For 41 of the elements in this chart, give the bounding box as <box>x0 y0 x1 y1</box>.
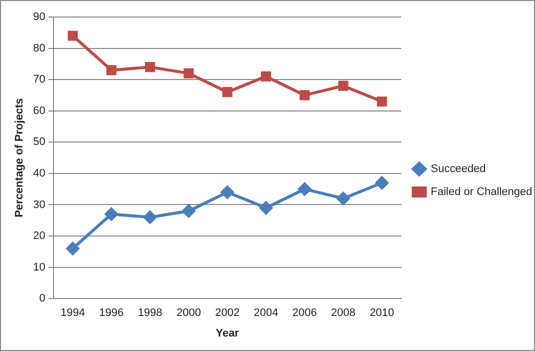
point <box>298 182 312 196</box>
x-tick-label: 1996 <box>99 307 124 320</box>
legend-label: Succeeded <box>430 163 486 176</box>
x-tick-label: 2006 <box>292 307 317 320</box>
point <box>300 90 310 100</box>
y-tick-label: 40 <box>33 167 46 180</box>
y-tick-label: 50 <box>33 136 46 148</box>
point <box>338 80 348 91</box>
x-tick-label: 1998 <box>138 307 162 320</box>
y-tick-label: 60 <box>33 104 46 117</box>
point <box>106 65 116 76</box>
x-tick-label: 1994 <box>60 307 85 320</box>
y-tick-label: 0 <box>39 292 46 305</box>
point <box>220 186 234 199</box>
x-tick-label: 2002 <box>215 307 240 320</box>
point <box>376 96 387 107</box>
point <box>375 176 388 190</box>
point <box>259 201 272 214</box>
point <box>222 87 232 98</box>
point <box>184 68 194 78</box>
point <box>68 30 78 41</box>
y-tick-label: 70 <box>33 74 46 86</box>
x-axis-title: Year <box>216 327 240 340</box>
point <box>144 210 157 224</box>
legend-label: Failed or Challenged <box>430 186 532 198</box>
x-tick-label: 2010 <box>370 307 394 320</box>
x-tick-label: 2000 <box>176 307 201 320</box>
y-axis-title: Percentage of Projects <box>14 98 26 218</box>
point <box>260 71 272 82</box>
point <box>145 62 156 72</box>
y-tick-label: 20 <box>33 230 46 242</box>
x-tick-label: 2004 <box>254 307 278 320</box>
point <box>104 208 118 221</box>
point <box>66 242 80 256</box>
y-tick-label: 90 <box>33 11 46 24</box>
y-tick-label: 10 <box>33 261 46 274</box>
y-tick-label: 80 <box>33 42 46 54</box>
x-tick-label: 2008 <box>331 307 356 320</box>
point <box>336 192 350 205</box>
y-tick-label: 30 <box>33 198 46 211</box>
point <box>182 204 196 218</box>
